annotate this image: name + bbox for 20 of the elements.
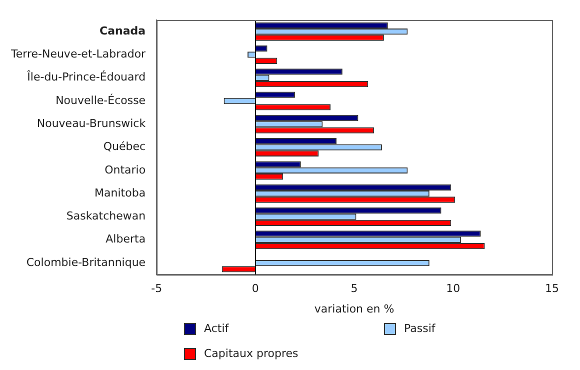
- y-tick-label: Canada: [100, 24, 146, 38]
- x-tick-label: 0: [252, 282, 259, 296]
- x-tick-label: 5: [350, 282, 358, 296]
- legend-label: Actif: [204, 322, 229, 335]
- y-tick-label: Colombie-Britannique: [26, 256, 146, 269]
- x-axis-title: variation en %: [314, 302, 394, 316]
- x-tick-label: -5: [151, 282, 162, 296]
- y-tick-label: Québec: [103, 140, 146, 154]
- y-tick-label: Nouveau-Brunswick: [36, 117, 146, 130]
- x-tick-label: 15: [545, 282, 559, 296]
- y-tick-label: Île-du-Prince-Édouard: [26, 70, 146, 84]
- y-tick-label: Alberta: [106, 232, 146, 246]
- legend-label: Capitaux propres: [204, 347, 298, 360]
- y-tick-label: Ontario: [104, 163, 146, 176]
- x-tick-label: 10: [446, 282, 460, 296]
- y-tick-label: Nouvelle-Écosse: [56, 92, 146, 107]
- y-tick-label: Manitoba: [94, 186, 146, 200]
- legend-label: Passif: [404, 322, 436, 335]
- y-tick-label: Saskatchewan: [66, 210, 146, 223]
- y-tick-label: Terre-Neuve-et-Labrador: [10, 48, 146, 61]
